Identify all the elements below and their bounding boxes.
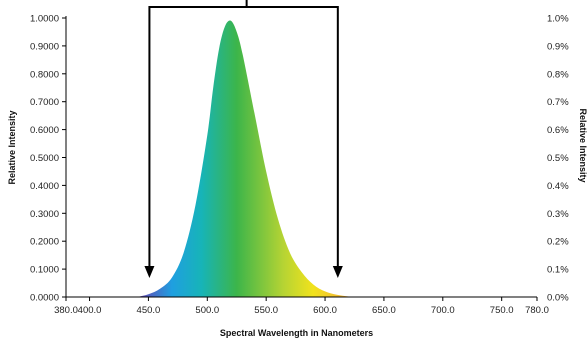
y-tick-label: 0.6000 xyxy=(30,125,59,136)
tick-labels: 0.0000 0.1000 0.2000 0.3000 0.4000 0.5000 0.60… xyxy=(30,14,569,317)
spectrum-area-layer xyxy=(136,20,361,298)
y-tick-label: 1.0000 xyxy=(30,14,59,25)
arrow-down-right-icon xyxy=(332,266,343,278)
x-tick-label: 380.0 xyxy=(54,305,78,316)
y-tick-label: 0.5000 xyxy=(30,153,59,164)
y-tick-label: 0.0000 xyxy=(30,293,59,304)
x-tick-label: 450.0 xyxy=(137,305,161,316)
y-axis-title-left: Relative Intensity xyxy=(7,110,17,184)
y-tick-label: 0.2000 xyxy=(30,237,59,248)
y-tick-label-right: 0.8% xyxy=(547,69,569,80)
wavelength-bracket xyxy=(144,0,343,278)
x-tick-label: 600.0 xyxy=(313,305,337,316)
y-tick-label-right: 0.7% xyxy=(547,97,569,108)
y-tick-label-right: 0.0% xyxy=(547,293,569,304)
x-tick-label: 500.0 xyxy=(195,305,219,316)
y-tick-label-right: 0.4% xyxy=(547,181,569,192)
x-axis-title: Spectral Wavelength in Nanometers xyxy=(220,328,373,338)
y-tick-label-right: 0.2% xyxy=(547,237,569,248)
x-tick-label: 700.0 xyxy=(431,305,455,316)
arrow-down-left-icon xyxy=(144,266,155,278)
x-tick-label: 750.0 xyxy=(490,305,514,316)
y-tick-label: 0.8000 xyxy=(30,69,59,80)
y-tick-label-right: 0.1% xyxy=(547,265,569,276)
y-tick-label-right: 1.0% xyxy=(547,14,569,25)
y-tick-label-right: 0.5% xyxy=(547,153,569,164)
x-tick-label: 550.0 xyxy=(254,305,278,316)
y-tick-label-right: 0.3% xyxy=(547,209,569,220)
bracket-line xyxy=(148,6,339,268)
spectrum-area xyxy=(136,20,361,298)
y-axis-title-right: Relative Intensity xyxy=(578,108,587,182)
y-tick-label: 0.9000 xyxy=(30,41,59,52)
x-tick-label: 780.0 xyxy=(525,305,549,316)
y-tick-label-right: 0.6% xyxy=(547,125,569,136)
y-tick-label-right: 0.9% xyxy=(547,41,569,52)
axes xyxy=(62,16,538,301)
x-tick-label: 650.0 xyxy=(372,305,396,316)
y-tick-label: 0.1000 xyxy=(30,265,59,276)
y-tick-label: 0.4000 xyxy=(30,181,59,192)
y-tick-label: 0.3000 xyxy=(30,209,59,220)
x-tick-label: 400.0 xyxy=(78,305,102,316)
y-tick-label: 0.7000 xyxy=(30,97,59,108)
